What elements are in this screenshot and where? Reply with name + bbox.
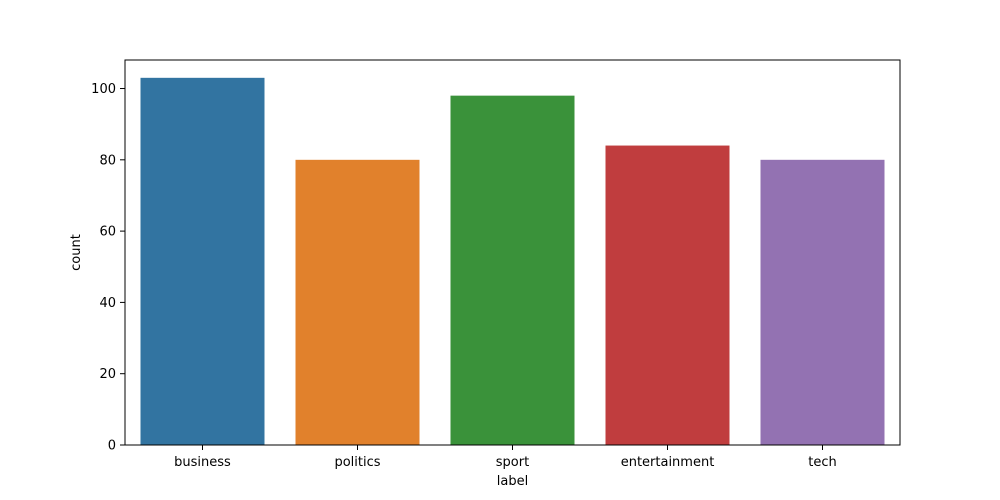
x-tick-label: sport	[496, 455, 529, 470]
y-tick-label: 80	[99, 153, 116, 168]
bar-politics	[295, 159, 420, 445]
y-tick-label: 40	[99, 296, 116, 311]
y-axis-ticks: 0 20 40 60 80 100	[91, 82, 125, 454]
y-tick-label: 100	[91, 82, 116, 97]
bar-entertainment	[605, 145, 730, 446]
x-tick-label: business	[174, 455, 231, 470]
x-tick-label: politics	[334, 455, 380, 470]
x-tick-label: tech	[808, 455, 836, 470]
y-tick-label: 0	[108, 439, 116, 454]
bar-tech	[760, 159, 885, 445]
x-tick-label: entertainment	[621, 455, 715, 470]
bar-business	[140, 77, 265, 446]
bars-group	[140, 77, 885, 446]
bar-sport	[450, 95, 575, 446]
y-axis-label: count	[69, 234, 84, 271]
y-tick-label: 60	[99, 225, 116, 240]
x-axis-label: label	[497, 474, 528, 489]
y-tick-label: 20	[99, 367, 116, 382]
x-axis-ticks: business politics sport entertainment tech	[174, 445, 837, 470]
